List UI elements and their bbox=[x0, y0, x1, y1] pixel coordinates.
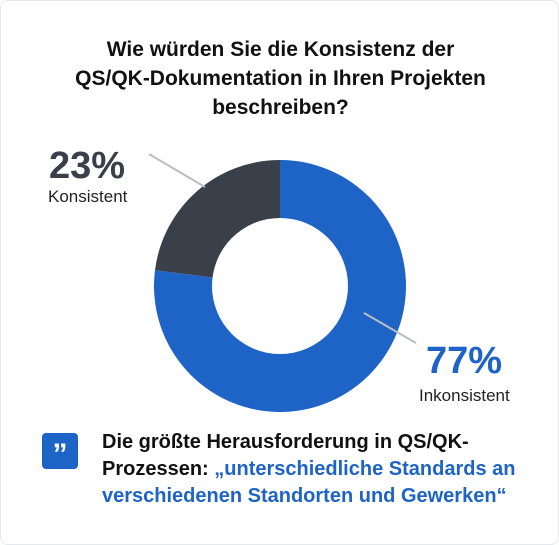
category-label-inkonsistent: Inkonsistent bbox=[419, 386, 510, 405]
leader-line-inkonsistent bbox=[363, 312, 417, 344]
chart-title-line-1: Wie würden Sie die Konsistenz der bbox=[106, 38, 455, 61]
quote-icon: ” bbox=[42, 433, 78, 471]
footer-quote: Die größte Herausforderung in QS/QK- Pro… bbox=[102, 429, 542, 510]
value-label-inkonsistent: 77% bbox=[426, 340, 503, 382]
footer-line-3-highlight: verschiedenen Standorten und Gewerken“ bbox=[102, 485, 507, 507]
leader-line-konsistent bbox=[148, 153, 206, 188]
chart-title: Wie würden Sie die Konsistenz der QS/QK-… bbox=[61, 35, 500, 122]
footer-line-2-highlight: „unterschiedliche Standards an bbox=[214, 458, 516, 480]
value-label-konsistent: 23% bbox=[49, 145, 126, 187]
chart-title-line-3: beschreiben? bbox=[212, 96, 349, 119]
footer-line-2-prefix: Prozessen: bbox=[102, 458, 215, 480]
category-label-konsistent: Konsistent bbox=[48, 187, 128, 206]
chart-title-line-2: QS/QK-Dokumentation in Ihren Projekten bbox=[75, 67, 486, 90]
donut-hole bbox=[212, 218, 348, 354]
footer-line-1: Die größte Herausforderung in QS/QK- bbox=[102, 431, 469, 453]
